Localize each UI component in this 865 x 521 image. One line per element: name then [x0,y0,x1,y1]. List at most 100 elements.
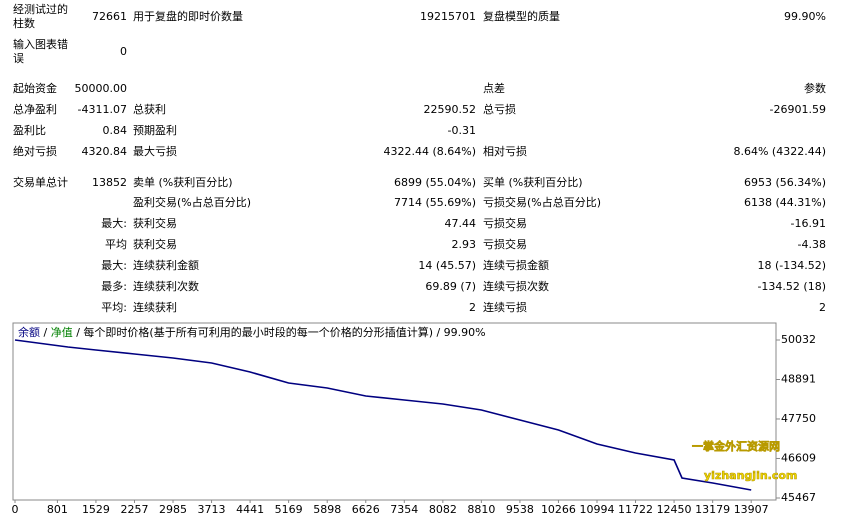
legend-separator: / [73,326,84,339]
report-label: 获利交易 [133,238,177,251]
legend-balance: 余额 [18,325,40,339]
report-value: -4311.07 [77,103,127,116]
report-label: 最大亏损 [133,145,177,158]
report-label: 交易单总计 [13,176,68,189]
report-value: 4322.44 (8.64%) [383,145,476,158]
watermark: yizhangjin.com [704,469,797,482]
report-value: 2.93 [451,238,477,251]
chart-description: 每个即时价格(基于所有可利用的最小时段的每一个价格的分形插值计算) / 99.9… [83,325,485,339]
report-value: 8.64% (4322.44) [733,145,826,158]
report-value: 4320.84 [81,145,128,158]
x-tick-label: 10994 [579,503,614,516]
report-label: 买单 (%获利百分比) [483,176,583,189]
y-tick-label: 48891 [781,372,816,385]
y-tick-label: 45467 [781,491,816,504]
report-value: 6899 (55.04%) [393,176,476,189]
x-tick-label: 1529 [82,503,110,516]
report-value: 50000.00 [74,82,128,95]
report-label: 亏损交易 [483,217,527,230]
report-label: 获利交易 [133,217,177,230]
x-tick-label: 3713 [198,503,226,516]
report-label: 盈利比 [13,124,46,137]
x-tick-label: 0 [12,503,19,516]
report-label: 亏损交易(%占总百分比) [483,196,602,209]
x-tick-label: 13907 [734,503,769,516]
report-value: 平均: [101,301,127,314]
x-tick-label: 12450 [657,503,692,516]
x-tick-label: 5169 [275,503,303,516]
report-label: 总净盈利 [13,103,57,116]
report-label: 复盘模型的质量 [483,10,560,23]
report-value: 14 (45.57) [418,259,476,272]
report-value: 最多: [101,280,127,293]
legend-separator: / [40,326,51,339]
report-value: 0 [120,45,127,58]
report-label: 起始资金 [13,82,57,95]
report-label: 卖单 (%获利百分比) [133,176,233,189]
report-label: 用于复盘的即时价数量 [133,10,243,23]
balance-line [14,339,752,491]
y-tick-label: 46609 [781,451,816,464]
y-tick-label: 47750 [781,412,816,425]
x-tick-label: 8810 [467,503,495,516]
report-value: -16.91 [790,217,826,230]
report-value: 0.84 [102,124,128,137]
report-label: 连续亏损次数 [483,280,549,293]
report-label: 预期盈利 [133,124,177,137]
report-label: 总获利 [133,103,166,116]
report-value: 参数 [804,82,826,95]
report-value: 47.44 [444,217,477,230]
x-tick-label: 2985 [159,503,187,516]
report-value: 6138 (44.31%) [743,196,826,209]
report-value: 最大: [101,259,127,272]
x-tick-label: 6626 [352,503,380,516]
report-value: -0.31 [447,124,476,137]
report-label: 连续获利金额 [133,259,199,272]
report-value: 13852 [92,176,127,189]
report-value: 最大: [101,217,127,230]
report-value: 7714 (55.69%) [393,196,476,209]
x-tick-label: 13179 [695,503,730,516]
report-label: 盈利交易(%占总百分比) [133,196,252,209]
report-value: -4.38 [797,238,826,251]
report-value: 19215701 [420,10,476,23]
report-label: 点差 [483,82,505,95]
report-value: 2 [819,301,826,314]
y-tick-label: 50032 [781,333,816,346]
report-label: 连续获利次数 [133,280,199,293]
report-label: 连续亏损金额 [483,259,549,272]
report-value: 72661 [92,10,127,23]
report-label: 总亏损 [483,103,516,116]
report-value: 平均 [105,238,127,251]
report-value: 99.90% [784,10,826,23]
chart-header: 余额 / 净值 / 每个即时价格(基于所有可利用的最小时段的每一个价格的分形插值… [18,325,486,339]
x-tick-label: 2257 [120,503,148,516]
x-tick-label: 9538 [506,503,534,516]
report-value: -26901.59 [769,103,826,116]
report-label: 相对亏损 [483,145,527,158]
x-tick-label: 11722 [618,503,653,516]
report-value: -134.52 (18) [757,280,826,293]
report-value: 18 (-134.52) [757,259,826,272]
report-label: 连续获利 [133,301,177,314]
report-label: 绝对亏损 [13,145,57,158]
report-value: 2 [469,301,476,314]
report-label: 连续亏损 [483,301,527,314]
report-value: 22590.52 [423,103,477,116]
report-label: 亏损交易 [483,238,527,251]
x-tick-label: 4441 [236,503,264,516]
plot-frame [12,322,777,501]
x-tick-label: 7354 [390,503,418,516]
report-label: 输入图表错误 [13,38,68,65]
report-value: 69.89 (7) [425,280,476,293]
report-value: 6953 (56.34%) [743,176,826,189]
legend-equity: 净值 [51,325,73,339]
x-tick-label: 8082 [429,503,457,516]
x-tick-label: 5898 [313,503,341,516]
report-label: 经测试过的柱数 [13,3,68,30]
x-tick-label: 801 [47,503,68,516]
x-tick-label: 10266 [541,503,576,516]
watermark: 一掌金外汇资源网 [692,439,780,453]
